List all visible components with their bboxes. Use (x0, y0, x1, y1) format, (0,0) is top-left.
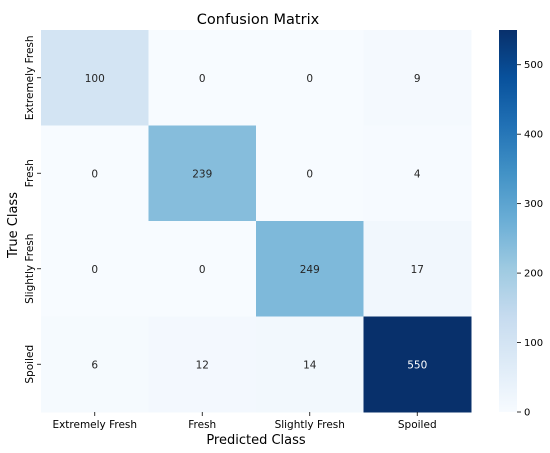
colorbar: 0 100 200 300 400 500 (499, 30, 543, 419)
y-tick-label: Spoiled (24, 345, 36, 384)
x-axis-ticks: Extremely Fresh Fresh Slightly Fresh Spoile… (52, 412, 437, 431)
heatmap-cell (363, 125, 472, 222)
heatmap-cell (148, 221, 257, 317)
heatmap-cell (256, 30, 364, 126)
y-axis-ticks: Extremely Fresh Fresh Slightly Fresh Spoile… (24, 35, 41, 384)
cell-value-label: 17 (411, 264, 424, 276)
cell-value-label: 12 (196, 359, 209, 371)
heatmap-cell (41, 316, 149, 413)
colorbar-tick-label: 200 (524, 269, 543, 280)
heatmap-cell (363, 30, 472, 126)
y-axis-label: True Class (6, 192, 21, 259)
colorbar-tick-label: 100 (524, 338, 543, 349)
cell-value-label: 0 (91, 168, 98, 180)
heatmap-cell (148, 125, 257, 222)
heatmap-cell (41, 221, 149, 317)
colorbar-tick-label: 0 (524, 408, 530, 419)
cell-value-label: 9 (414, 73, 421, 85)
cell-value-label: 0 (306, 168, 313, 180)
x-tick-label: Spoiled (398, 419, 437, 431)
heatmap-cell (256, 125, 364, 222)
colorbar-tick-label: 500 (524, 60, 543, 71)
cell-value-label: 0 (199, 73, 206, 85)
heatmap-cell (148, 30, 257, 126)
cell-value-label: 249 (300, 264, 320, 276)
colorbar-tick-label: 400 (524, 130, 543, 141)
cell-value-label: 0 (199, 264, 206, 276)
colorbar-tick-label: 300 (524, 199, 543, 210)
cell-value-label: 100 (85, 73, 105, 85)
x-axis-label: Predicted Class (206, 433, 306, 448)
heatmap-cell (256, 316, 364, 413)
heatmap-cells: 100 0 0 9 0 239 0 4 0 0 249 17 6 12 14 550 (41, 30, 472, 413)
cell-value-label: 0 (91, 264, 98, 276)
cell-value-label: 4 (414, 168, 421, 180)
x-tick-label: Fresh (188, 419, 216, 431)
x-tick-label: Slightly Fresh (275, 419, 345, 431)
heatmap-cell (148, 316, 257, 413)
cell-value-label: 239 (192, 168, 212, 180)
heatmap-cell (363, 221, 472, 317)
cell-value-label: 14 (303, 359, 317, 371)
colorbar-gradient (499, 30, 517, 412)
y-tick-label: Fresh (24, 159, 36, 187)
x-tick-label: Extremely Fresh (52, 419, 137, 431)
y-tick-label: Slightly Fresh (24, 234, 36, 304)
y-tick-label: Extremely Fresh (24, 35, 36, 120)
cell-value-label: 0 (306, 73, 313, 85)
heatmap-cell (41, 30, 149, 126)
heatmap-cell (41, 125, 149, 222)
cell-value-label: 550 (407, 359, 427, 371)
heatmap-cell (256, 221, 364, 317)
heatmap-cell (363, 316, 472, 413)
cell-value-label: 6 (91, 359, 98, 371)
chart-title: Confusion Matrix (197, 12, 320, 28)
